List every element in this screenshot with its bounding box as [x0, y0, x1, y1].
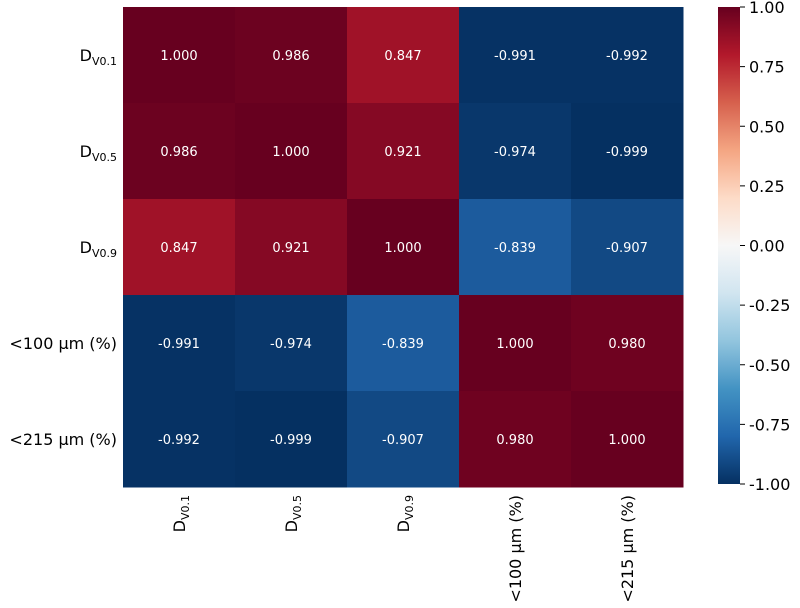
heatmap-cell-r4-c2 [347, 391, 460, 488]
cell-value-label: -0.992 [606, 49, 648, 64]
x-tick-label: DV0.9 [394, 495, 416, 532]
heatmap-cell-r1-c3 [459, 103, 572, 200]
heatmap-cell-r0-c4 [571, 7, 684, 104]
x-tick-label: <215 µm (%) [618, 495, 637, 603]
y-tick-label: DV0.1 [80, 46, 117, 68]
heatmap-cell-r3-c3 [459, 295, 572, 392]
y-tick-label-main: D [80, 46, 92, 65]
cell-value-label: 0.847 [384, 49, 421, 64]
heatmap-cell-r1-c4 [571, 103, 684, 200]
y-tick-label-sub: V0.9 [92, 247, 117, 260]
y-tick-label: <215 µm (%) [9, 430, 117, 449]
heatmap-cell-r2-c3 [459, 199, 572, 296]
cell-value-label: 0.921 [272, 241, 309, 256]
heatmap-cell-r2-c4 [571, 199, 684, 296]
y-tick-label-main: <100 µm (%) [9, 334, 117, 353]
cell-value-label: -0.999 [270, 433, 312, 448]
heatmap-cell-r3-c0 [123, 295, 236, 392]
heatmap-cell-r0-c0 [123, 7, 236, 104]
y-tick-label: <100 µm (%) [9, 334, 117, 353]
heatmap-cell-r4-c3 [459, 391, 572, 488]
heatmap-cell-r2-c0 [123, 199, 236, 296]
cell-value-label: 1.000 [496, 337, 533, 352]
cell-value-label: -0.991 [158, 337, 200, 352]
colorbar-tick-label: 0.25 [749, 177, 785, 196]
cell-value-label: -0.992 [158, 433, 200, 448]
heatmap-cell-r4-c1 [235, 391, 348, 488]
y-tick-label: DV0.5 [80, 142, 117, 164]
colorbar-tick-label: -0.75 [749, 415, 790, 434]
heatmap-cell-r3-c2 [347, 295, 460, 392]
cell-value-label: -0.974 [270, 337, 312, 352]
x-tick-label-main: D [170, 520, 189, 532]
colorbar-tick-label: 1.00 [749, 0, 785, 17]
cell-value-label: 1.000 [272, 145, 309, 160]
heatmap-cell-r2-c2 [347, 199, 460, 296]
cell-value-label: 0.921 [384, 145, 421, 160]
x-tick-label-main: <215 µm (%) [618, 495, 637, 603]
x-tick-label-sub: V0.9 [403, 495, 416, 520]
colorbar-tick-label: -1.00 [749, 475, 790, 494]
cell-value-label: -0.991 [494, 49, 536, 64]
x-tick-label-main: D [282, 520, 301, 532]
heatmap-cell-r4-c4 [571, 391, 684, 488]
y-tick-label-main: <215 µm (%) [9, 430, 117, 449]
heatmap-cell-r3-c1 [235, 295, 348, 392]
x-tick-label-sub: V0.1 [179, 495, 192, 520]
cell-value-label: 1.000 [384, 241, 421, 256]
x-tick-label: <100 µm (%) [506, 495, 525, 603]
x-tick-label-main: D [394, 520, 413, 532]
x-tick-label-main: <100 µm (%) [506, 495, 525, 603]
x-tick-label: DV0.1 [170, 495, 192, 532]
heatmap-cell-r1-c2 [347, 103, 460, 200]
y-tick-label: DV0.9 [80, 238, 117, 260]
x-tick-label-sub: V0.5 [291, 495, 304, 520]
cell-value-label: 0.986 [272, 49, 309, 64]
cell-value-label: -0.974 [494, 145, 536, 160]
cell-value-label: 1.000 [160, 49, 197, 64]
heatmap-cell-r0-c3 [459, 7, 572, 104]
cell-value-label: -0.999 [606, 145, 648, 160]
colorbar [718, 7, 740, 484]
y-tick-label-sub: V0.5 [92, 151, 117, 164]
y-tick-label-main: D [80, 238, 92, 257]
heatmap-cell-r1-c1 [235, 103, 348, 200]
x-tick-label: DV0.5 [282, 495, 304, 532]
cell-value-label: 0.847 [160, 241, 197, 256]
heatmap-cell-r4-c0 [123, 391, 236, 488]
cell-value-label: 0.980 [608, 337, 645, 352]
colorbar-tick-label: -0.25 [749, 296, 790, 315]
y-tick-label-main: D [80, 142, 92, 161]
heatmap-cell-r0-c2 [347, 7, 460, 104]
cell-value-label: 1.000 [608, 433, 645, 448]
heatmap-cell-r1-c0 [123, 103, 236, 200]
y-tick-label-sub: V0.1 [92, 55, 117, 68]
heatmap-cell-r0-c1 [235, 7, 348, 104]
cell-value-label: 0.986 [160, 145, 197, 160]
cell-value-label: -0.839 [494, 241, 536, 256]
cell-value-label: -0.839 [382, 337, 424, 352]
colorbar-tick-label: 0.00 [749, 237, 785, 256]
colorbar-tick-label: 0.50 [749, 117, 785, 136]
heatmap-cell-r3-c4 [571, 295, 684, 392]
cell-value-label: -0.907 [606, 241, 648, 256]
colorbar-tick-label: 0.75 [749, 58, 785, 77]
cell-value-label: 0.980 [496, 433, 533, 448]
heatmap-cell-r2-c1 [235, 199, 348, 296]
cell-value-label: -0.907 [382, 433, 424, 448]
colorbar-tick-label: -0.50 [749, 356, 790, 375]
